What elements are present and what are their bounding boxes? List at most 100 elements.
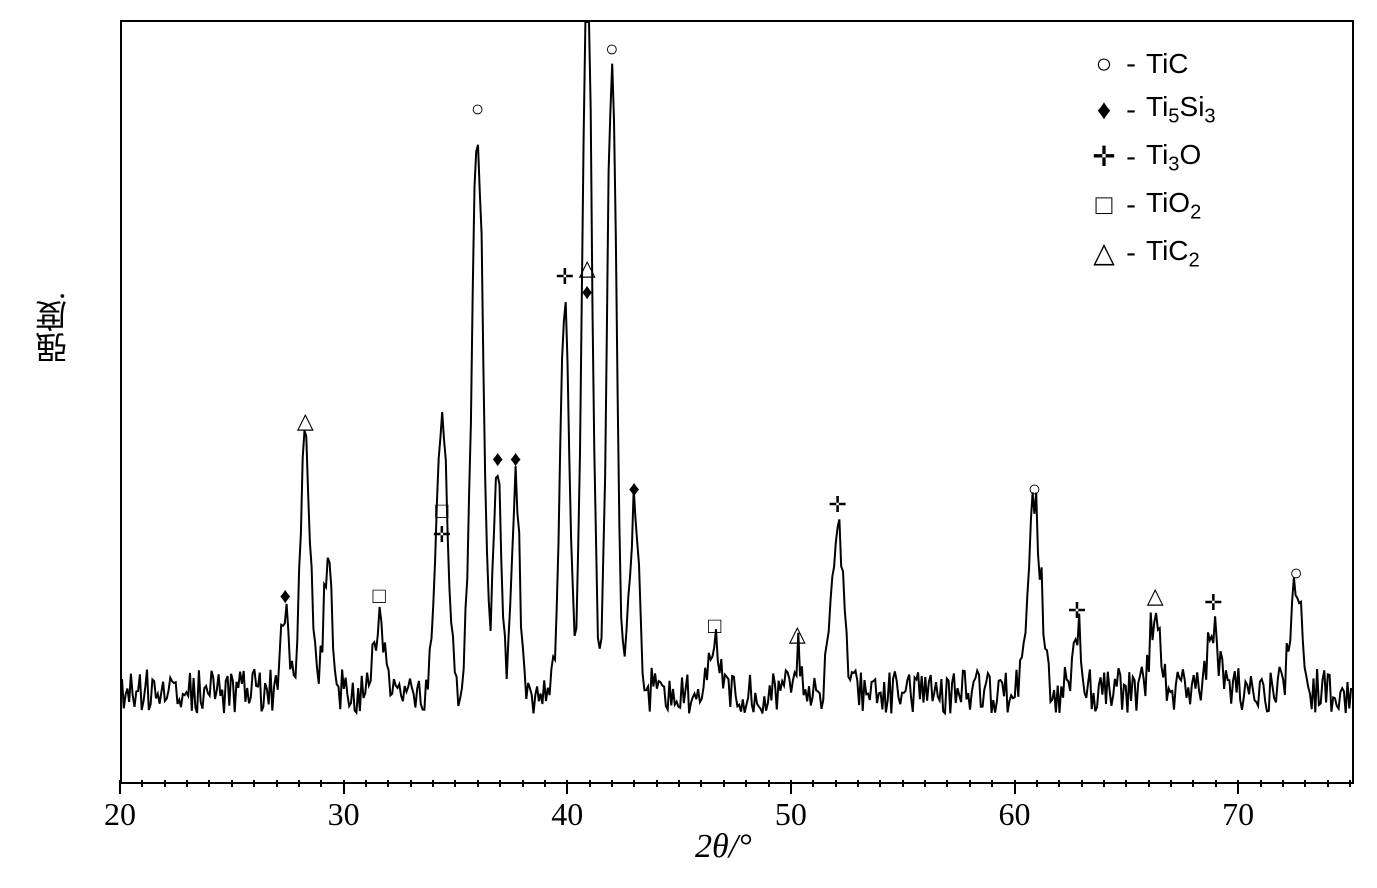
xtick-minor — [1282, 780, 1284, 787]
xtick-minor — [253, 780, 255, 787]
xtick-minor — [1058, 780, 1060, 787]
legend-label: TiC2 — [1146, 229, 1200, 277]
xtick-mark — [343, 780, 345, 794]
xtick-minor — [320, 780, 322, 787]
xrd-figure: 强度. ○-TiC♦-Ti5Si3✛-Ti3O□-TiO2△-TiC2 ♦△□✛… — [0, 0, 1377, 888]
legend-symbol-diamond: ♦ — [1092, 88, 1116, 131]
xtick-minor — [946, 780, 948, 787]
xtick-mark — [119, 780, 121, 794]
xtick-minor — [768, 780, 770, 787]
legend-label: TiC — [1146, 42, 1189, 85]
peak-marker-plus: ✛ — [828, 492, 846, 518]
peak-marker-circle: ○ — [471, 96, 484, 122]
xtick-minor — [1349, 780, 1351, 787]
xtick-label: 20 — [104, 796, 136, 833]
xtick-minor — [902, 780, 904, 787]
legend-entry: △-TiC2 — [1092, 229, 1216, 277]
xtick-mark — [1014, 780, 1016, 794]
xtick-minor — [1170, 780, 1172, 787]
peak-marker-triangle: △ — [297, 408, 314, 434]
legend-entry: ○-TiC — [1092, 42, 1216, 85]
legend-symbol-circle: ○ — [1092, 42, 1116, 85]
peak-marker-diamond: ♦ — [582, 279, 593, 305]
peak-marker-triangle: △ — [1147, 583, 1164, 609]
xtick-minor — [276, 780, 278, 787]
legend-entry: □-TiO2 — [1092, 181, 1216, 229]
xtick-label: 30 — [328, 796, 360, 833]
xtick-minor — [1215, 780, 1217, 787]
xtick-minor — [812, 780, 814, 787]
peak-marker-plus: ✛ — [1204, 590, 1222, 616]
legend-entry: ♦-Ti5Si3 — [1092, 85, 1216, 133]
xtick-minor — [656, 780, 658, 787]
peak-marker-plus: ✛ — [433, 522, 451, 548]
xtick-minor — [454, 780, 456, 787]
legend: ○-TiC♦-Ti5Si3✛-Ti3O□-TiO2△-TiC2 — [1092, 42, 1216, 277]
peak-marker-circle: ○ — [1028, 476, 1041, 502]
xtick-minor — [499, 780, 501, 787]
xtick-mark — [566, 780, 568, 794]
legend-dash: - — [1124, 88, 1138, 131]
xtick-minor — [633, 780, 635, 787]
y-axis-label: 强度. — [30, 248, 76, 408]
xtick-minor — [611, 780, 613, 787]
peak-marker-square: □ — [708, 613, 721, 639]
xtick-minor — [1103, 780, 1105, 787]
peak-marker-triangle: △ — [579, 255, 596, 281]
xtick-minor — [969, 780, 971, 787]
xtick-label: 60 — [999, 796, 1031, 833]
xtick-minor — [141, 780, 143, 787]
legend-symbol-triangle: △ — [1092, 231, 1116, 274]
xtick-minor — [522, 780, 524, 787]
xtick-minor — [1036, 780, 1038, 787]
xtick-minor — [208, 780, 210, 787]
legend-symbol-square: □ — [1092, 183, 1116, 226]
peak-marker-plus: ✛ — [1068, 598, 1086, 624]
xtick-minor — [231, 780, 233, 787]
xtick-minor — [1192, 780, 1194, 787]
xtick-minor — [1304, 780, 1306, 787]
peak-marker-circle: ○ — [605, 36, 618, 62]
xtick-minor — [723, 780, 725, 787]
peak-marker-square: □ — [435, 498, 448, 524]
legend-dash: - — [1124, 135, 1138, 178]
xtick-minor — [678, 780, 680, 787]
xtick-minor — [298, 780, 300, 787]
xtick-minor — [1081, 780, 1083, 787]
xtick-minor — [879, 780, 881, 787]
peak-marker-diamond: ♦ — [280, 583, 291, 609]
legend-label: Ti3O — [1146, 133, 1201, 181]
xtick-minor — [700, 780, 702, 787]
xtick-label: 40 — [551, 796, 583, 833]
xtick-minor — [365, 780, 367, 787]
xtick-minor — [477, 780, 479, 787]
xtick-minor — [991, 780, 993, 787]
peak-marker-diamond: ♦ — [629, 476, 640, 502]
xtick-label: 50 — [775, 796, 807, 833]
peak-marker-plus: ✛ — [556, 264, 574, 290]
legend-dash: - — [1124, 231, 1138, 274]
xtick-minor — [835, 780, 837, 787]
xtick-minor — [186, 780, 188, 787]
xtick-minor — [432, 780, 434, 787]
xtick-minor — [1260, 780, 1262, 787]
peak-marker-square: □ — [373, 583, 386, 609]
legend-dash: - — [1124, 183, 1138, 226]
plot-frame: ○-TiC♦-Ti5Si3✛-Ti3O□-TiO2△-TiC2 ♦△□✛□○♦♦… — [120, 20, 1354, 784]
xtick-minor — [387, 780, 389, 787]
legend-symbol-plus: ✛ — [1092, 135, 1116, 178]
xtick-mark — [1237, 780, 1239, 794]
x-axis-label: 2θ/° — [695, 828, 752, 866]
legend-label: TiO2 — [1146, 181, 1201, 229]
xtick-minor — [1125, 780, 1127, 787]
xtick-label: 70 — [1222, 796, 1254, 833]
xtick-minor — [857, 780, 859, 787]
xtick-minor — [1148, 780, 1150, 787]
xtick-minor — [924, 780, 926, 787]
xtick-minor — [544, 780, 546, 787]
xtick-minor — [1327, 780, 1329, 787]
legend-dash: - — [1124, 42, 1138, 85]
xtick-mark — [790, 780, 792, 794]
xtick-minor — [410, 780, 412, 787]
legend-entry: ✛-Ti3O — [1092, 133, 1216, 181]
